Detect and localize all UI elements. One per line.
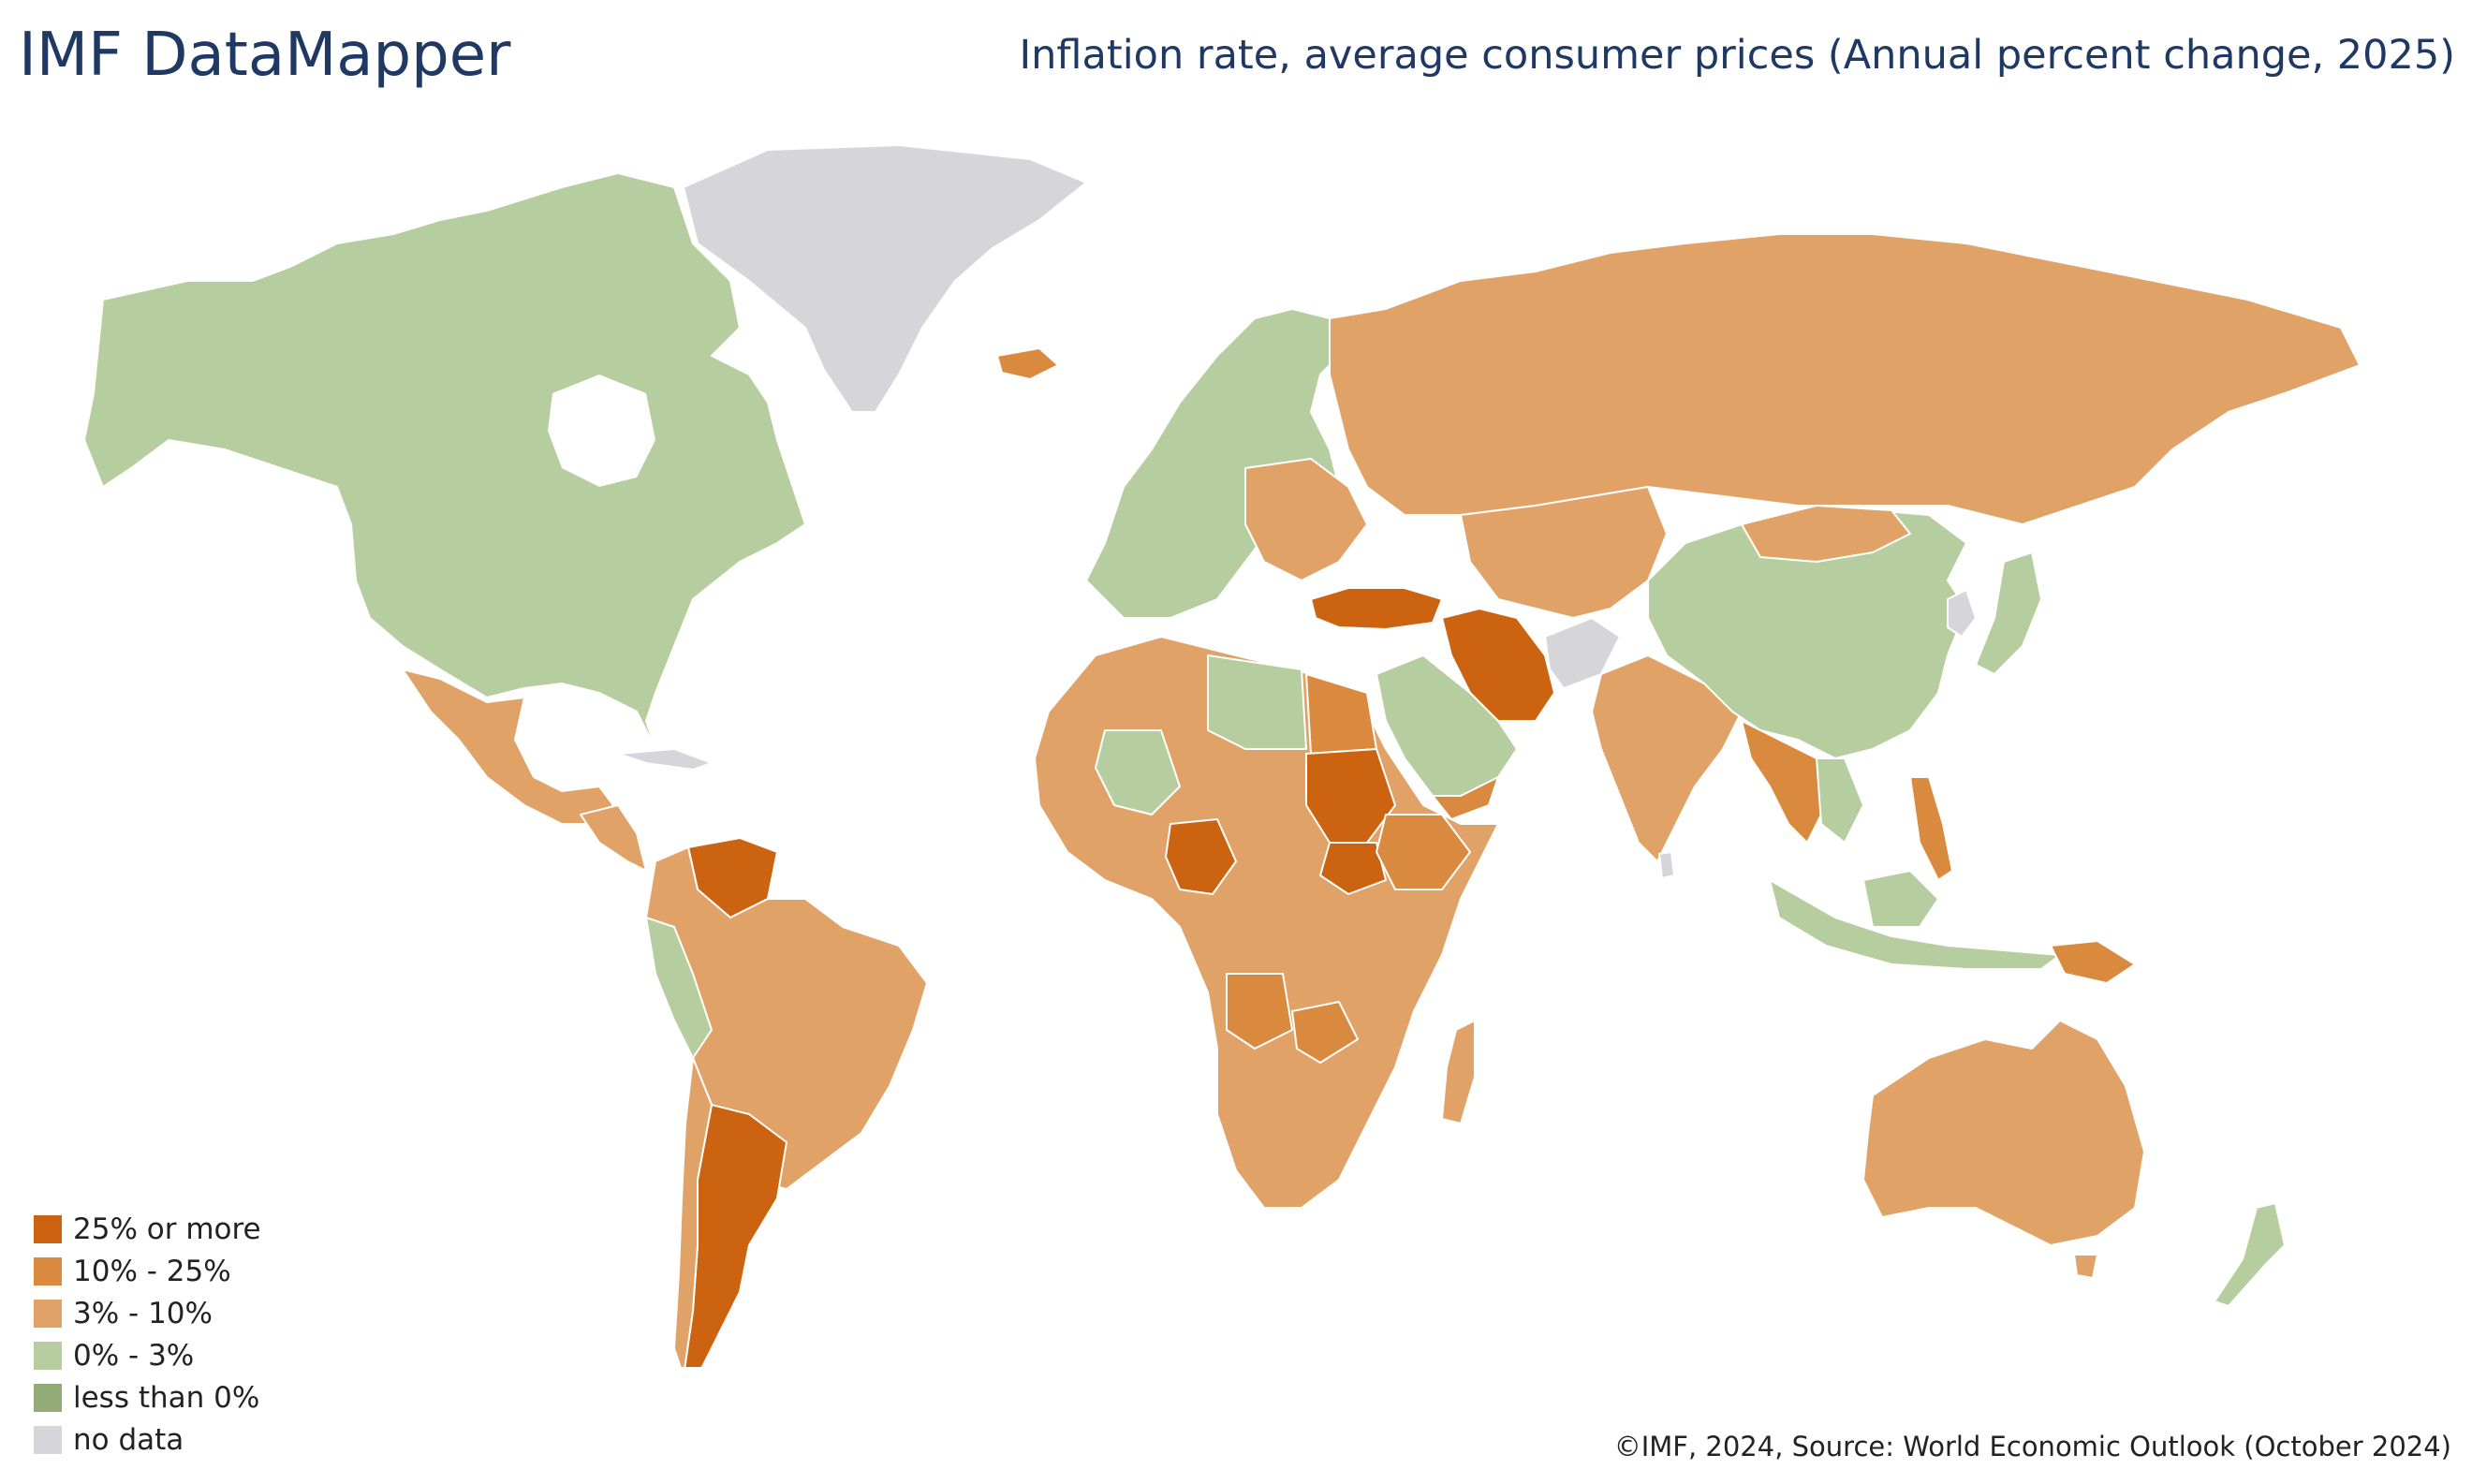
region-angola[interactable] [1226,973,1293,1050]
region-tasmania[interactable] [2073,1254,2098,1279]
region-turkey[interactable] [1310,587,1443,630]
legend: 25% or more 10% - 25% 3% - 10% 0% - 3% l… [34,1208,261,1461]
region-australia[interactable] [1862,1020,2145,1246]
region-iceland[interactable] [996,347,1059,380]
region-sahel[interactable] [1095,729,1181,815]
legend-swatch [34,1425,62,1454]
region-south-sudan[interactable] [1319,842,1387,895]
region-png[interactable] [2050,940,2136,984]
legend-label: 10% - 25% [73,1254,231,1288]
region-north-america[interactable] [83,172,806,750]
region-peru[interactable] [645,917,713,1059]
region-north-africa[interactable] [1207,654,1307,750]
map-title: Inflation rate, average consumer prices … [1019,32,2456,79]
region-greenland[interactable] [683,144,1087,413]
legend-label: 25% or more [73,1212,261,1246]
region-egypt[interactable] [1305,673,1377,755]
region-ethiopia[interactable] [1376,814,1471,890]
legend-item[interactable]: 3% - 10% [34,1292,261,1334]
legend-item[interactable]: 0% - 3% [34,1334,261,1376]
region-eastern-europe[interactable] [1244,458,1368,581]
legend-swatch [34,1299,62,1328]
region-borneo[interactable] [1862,870,1939,928]
region-central-asia[interactable] [1460,486,1668,619]
world-map [0,131,2472,1367]
region-europe[interactable] [1085,308,1349,619]
region-zambia[interactable] [1291,1001,1359,1064]
region-central-america[interactable] [580,804,647,872]
region-russia[interactable] [1329,233,2361,525]
legend-item[interactable]: less than 0% [34,1376,261,1418]
region-mexico[interactable] [402,669,614,825]
region-japan[interactable] [1975,551,2042,675]
legend-swatch [34,1383,62,1412]
region-korea[interactable] [1947,589,1977,638]
legend-label: less than 0% [73,1380,260,1415]
legend-item[interactable]: 25% or more [34,1208,261,1250]
legend-swatch [34,1341,62,1370]
region-madagascar[interactable] [1441,1020,1476,1124]
region-nigeria[interactable] [1165,818,1237,895]
region-new-zealand[interactable] [2214,1202,2286,1307]
legend-label: 0% - 3% [73,1338,195,1373]
region-sri-lanka[interactable] [1658,851,1675,879]
source-credit: ©IMF, 2024, Source: World Economic Outlo… [1613,1431,2451,1462]
region-indochina[interactable] [1816,757,1864,844]
legend-swatch [34,1256,62,1286]
region-southeast-asia[interactable] [1741,720,1827,844]
region-mongolia[interactable] [1741,505,1911,563]
legend-item[interactable]: no data [34,1418,261,1461]
legend-swatch [34,1214,62,1243]
region-indonesia[interactable] [1769,879,2061,970]
hudson-bay [548,375,655,487]
brand-title: IMF DataMapper [19,21,511,90]
legend-label: no data [73,1422,184,1457]
region-caribbean[interactable] [617,748,713,771]
region-chile[interactable] [673,1057,713,1367]
region-yemen[interactable] [1432,776,1499,820]
legend-item[interactable]: 10% - 25% [34,1250,261,1292]
region-philippines[interactable] [1909,776,1953,881]
legend-label: 3% - 10% [73,1296,213,1330]
